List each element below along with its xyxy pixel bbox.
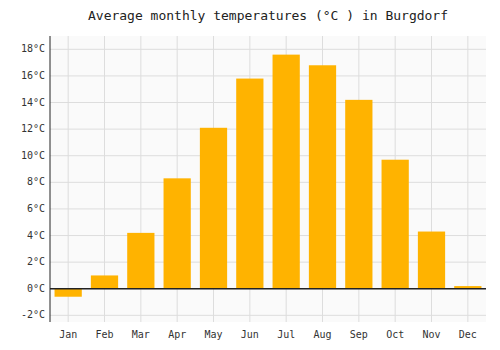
bar bbox=[55, 289, 82, 297]
plot-area bbox=[50, 36, 486, 322]
bar bbox=[382, 160, 409, 289]
y-tick-label: 6°C bbox=[27, 203, 45, 214]
zero-line bbox=[50, 288, 486, 290]
x-tick-label: Jun bbox=[241, 329, 259, 340]
bar bbox=[164, 178, 191, 288]
y-tick-label: 16°C bbox=[21, 70, 45, 81]
chart-container: Average monthly temperatures (°C ) in Bu… bbox=[0, 0, 500, 350]
x-tick-label: Oct bbox=[386, 329, 404, 340]
grid-line-y bbox=[50, 75, 486, 76]
bar bbox=[273, 55, 300, 289]
x-tick-label: Aug bbox=[313, 329, 331, 340]
bars bbox=[55, 55, 482, 297]
y-tick-label: 4°C bbox=[27, 230, 45, 241]
x-tick-label: Nov bbox=[422, 329, 440, 340]
x-tick-label: Apr bbox=[168, 329, 186, 340]
y-tick-label: 18°C bbox=[21, 43, 45, 54]
x-tick-label: Mar bbox=[132, 329, 150, 340]
grid-line-y bbox=[50, 155, 486, 156]
y-tick-label: 0°C bbox=[27, 283, 45, 294]
y-tick-label: 14°C bbox=[21, 97, 45, 108]
x-tick-label: Dec bbox=[459, 329, 477, 340]
y-tick-label: 10°C bbox=[21, 150, 45, 161]
grid-line-x bbox=[467, 36, 468, 322]
x-tick-label: Feb bbox=[95, 329, 113, 340]
bar bbox=[418, 232, 445, 289]
x-axis: Jan Feb Mar Apr May Jun Jul Aug Sep Oct Nov Dec bbox=[59, 329, 477, 340]
x-tick-label: Sep bbox=[350, 329, 368, 340]
x-tick-label: Jul bbox=[277, 329, 295, 340]
grid-line-x bbox=[68, 36, 69, 322]
y-axis: -2°C 0°C 2°C 4°C 6°C 8°C 10°C 12°C 14°C 16°C 18°C bbox=[21, 43, 45, 320]
bar bbox=[309, 65, 336, 288]
grid-line-y bbox=[50, 102, 486, 103]
grid-line-y bbox=[50, 182, 486, 183]
bar bbox=[127, 233, 154, 289]
grid-line-y bbox=[50, 49, 486, 50]
grid-line-y bbox=[50, 129, 486, 130]
bar bbox=[236, 79, 263, 289]
title: Average monthly temperatures (°C ) in Bu… bbox=[88, 8, 448, 23]
bar bbox=[91, 275, 118, 288]
grid-line-y bbox=[50, 208, 486, 209]
grid bbox=[50, 36, 486, 322]
bar bbox=[200, 128, 227, 289]
x-tick-label: Jan bbox=[59, 329, 77, 340]
bar bbox=[345, 100, 372, 289]
grid-line-y bbox=[50, 288, 486, 289]
y-tick-label: 2°C bbox=[27, 256, 45, 267]
grid-line-y bbox=[50, 315, 486, 316]
chart: Average monthly temperatures (°C ) in Bu… bbox=[0, 0, 500, 350]
y-tick-label: 12°C bbox=[21, 123, 45, 134]
y-tick-label: -2°C bbox=[21, 309, 45, 320]
y-axis-line bbox=[50, 36, 51, 322]
x-tick-label: May bbox=[204, 329, 222, 340]
y-tick-label: 8°C bbox=[27, 176, 45, 187]
